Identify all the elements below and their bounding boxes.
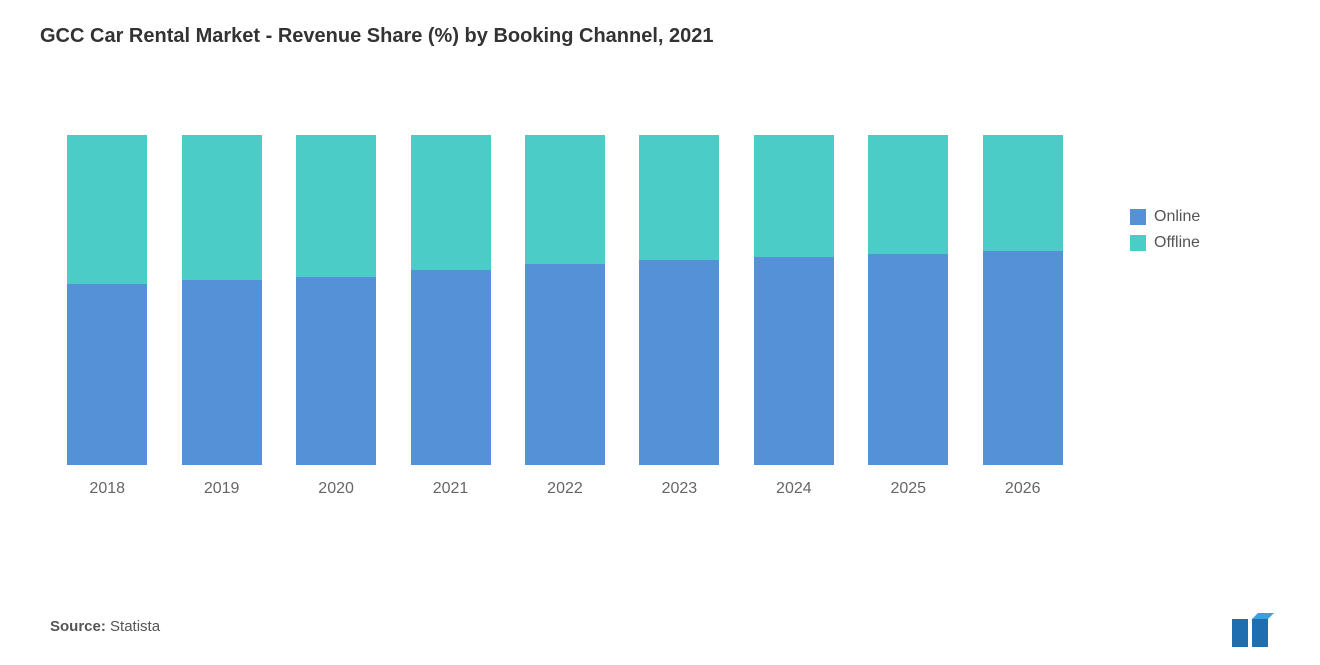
- stacked-bar: [754, 135, 834, 465]
- bar-segment-offline: [525, 135, 605, 264]
- bar-group: 2018: [62, 135, 152, 498]
- bar-segment-offline: [182, 135, 262, 280]
- bar-group: 2024: [749, 135, 839, 498]
- brand-logo-icon: [1230, 613, 1280, 647]
- chart-container: 2018 2019 2020 2021 2022 2023 2024 2025 2026 Onl…: [40, 128, 1280, 608]
- legend-item-online: Online: [1130, 208, 1200, 226]
- bar-category-label: 2025: [890, 480, 926, 498]
- bar-segment-online: [296, 277, 376, 465]
- stacked-bar: [983, 135, 1063, 465]
- bar-category-label: 2023: [662, 480, 698, 498]
- bar-segment-offline: [754, 135, 834, 257]
- stacked-bar: [296, 135, 376, 465]
- source-line: Source: Statista: [50, 618, 160, 635]
- stacked-bar: [67, 135, 147, 465]
- stacked-bar: [182, 135, 262, 465]
- bar-group: 2019: [177, 135, 267, 498]
- source-prefix: Source:: [50, 618, 106, 635]
- legend: Online Offline: [1130, 208, 1200, 252]
- bar-group: 2023: [634, 135, 724, 498]
- stacked-bar: [411, 135, 491, 465]
- bar-segment-online: [411, 270, 491, 465]
- bar-segment-online: [868, 254, 948, 465]
- legend-item-offline: Offline: [1130, 234, 1200, 252]
- bar-group: 2026: [978, 135, 1068, 498]
- bar-category-label: 2020: [318, 480, 354, 498]
- bar-segment-offline: [983, 135, 1063, 251]
- bar-segment-online: [983, 251, 1063, 466]
- bar-group: 2021: [406, 135, 496, 498]
- bar-group: 2022: [520, 135, 610, 498]
- legend-label-online: Online: [1154, 208, 1200, 226]
- bar-segment-online: [182, 280, 262, 465]
- chart-title: GCC Car Rental Market - Revenue Share (%…: [40, 25, 1280, 48]
- bar-segment-online: [67, 284, 147, 466]
- legend-swatch-offline: [1130, 235, 1146, 251]
- bar-group: 2020: [291, 135, 381, 498]
- bar-segment-offline: [67, 135, 147, 284]
- bar-segment-offline: [411, 135, 491, 270]
- source-text: Statista: [110, 618, 160, 635]
- bar-segment-online: [525, 264, 605, 465]
- bar-segment-online: [639, 260, 719, 465]
- stacked-bar: [868, 135, 948, 465]
- bar-segment-offline: [639, 135, 719, 260]
- bar-category-label: 2019: [204, 480, 240, 498]
- stacked-bar: [639, 135, 719, 465]
- stacked-bar: [525, 135, 605, 465]
- legend-label-offline: Offline: [1154, 234, 1200, 252]
- bar-category-label: 2018: [89, 480, 125, 498]
- bar-segment-offline: [296, 135, 376, 277]
- bar-category-label: 2021: [433, 480, 469, 498]
- bar-segment-online: [754, 257, 834, 465]
- bar-category-label: 2022: [547, 480, 583, 498]
- bar-segment-offline: [868, 135, 948, 254]
- legend-swatch-online: [1130, 209, 1146, 225]
- bar-group: 2025: [863, 135, 953, 498]
- bar-category-label: 2026: [1005, 480, 1041, 498]
- bar-category-label: 2024: [776, 480, 812, 498]
- plot-area: 2018 2019 2020 2021 2022 2023 2024 2025 2026: [40, 128, 1090, 498]
